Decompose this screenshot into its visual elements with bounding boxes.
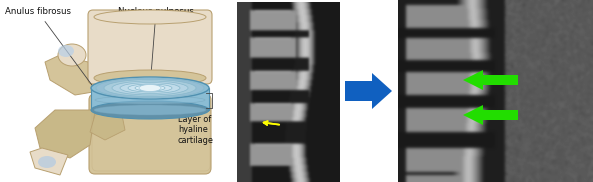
Ellipse shape — [91, 101, 209, 119]
Polygon shape — [91, 88, 209, 110]
Ellipse shape — [135, 85, 165, 91]
Polygon shape — [90, 105, 125, 140]
Ellipse shape — [38, 156, 56, 168]
Ellipse shape — [94, 10, 206, 24]
Polygon shape — [345, 73, 392, 109]
Polygon shape — [45, 55, 105, 95]
Ellipse shape — [128, 84, 172, 92]
Polygon shape — [463, 70, 518, 90]
Ellipse shape — [112, 81, 188, 95]
FancyBboxPatch shape — [0, 0, 215, 182]
Ellipse shape — [96, 78, 204, 98]
Ellipse shape — [96, 94, 204, 112]
Ellipse shape — [139, 84, 161, 92]
Polygon shape — [463, 105, 518, 125]
FancyBboxPatch shape — [237, 2, 340, 180]
Ellipse shape — [58, 44, 86, 66]
Ellipse shape — [120, 82, 180, 94]
FancyBboxPatch shape — [89, 94, 211, 174]
Polygon shape — [35, 110, 95, 158]
Text: Nucleus pulposus: Nucleus pulposus — [118, 7, 194, 85]
FancyBboxPatch shape — [88, 10, 212, 84]
Polygon shape — [30, 148, 68, 175]
Ellipse shape — [94, 70, 206, 86]
Ellipse shape — [58, 45, 74, 57]
Ellipse shape — [95, 96, 205, 104]
Ellipse shape — [94, 105, 206, 115]
Text: Layer of
hyaline
cartilage: Layer of hyaline cartilage — [178, 110, 214, 145]
Text: Anulus fibrosus: Anulus fibrosus — [5, 7, 98, 94]
Ellipse shape — [104, 80, 196, 96]
FancyBboxPatch shape — [398, 0, 593, 182]
Ellipse shape — [91, 77, 209, 99]
